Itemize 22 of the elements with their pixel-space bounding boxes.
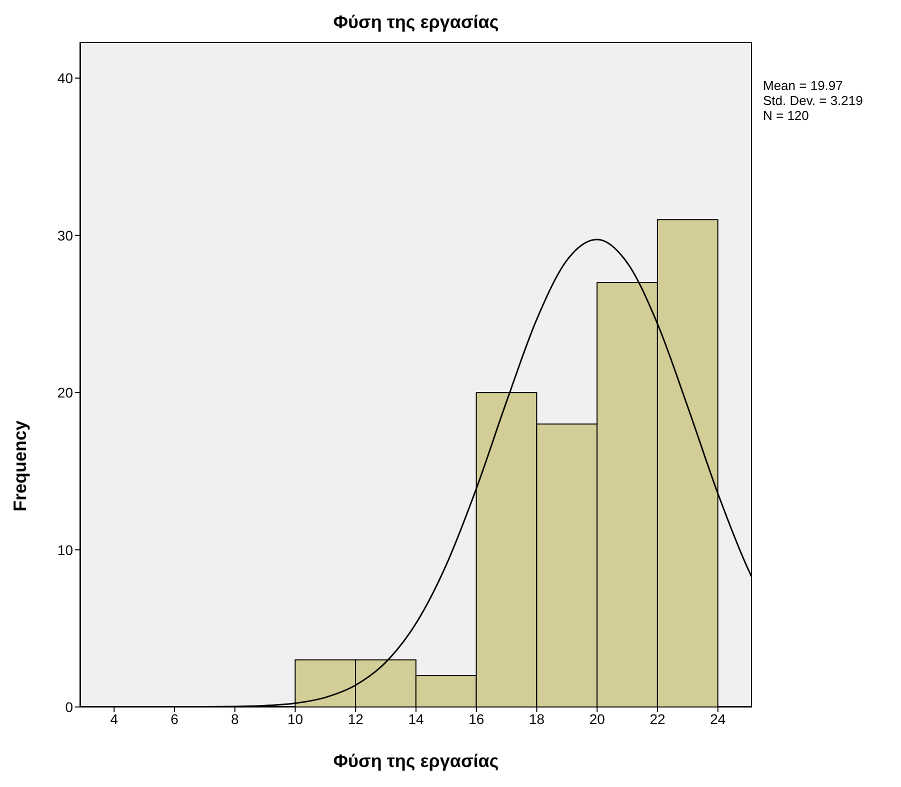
text: N = 120 — [763, 108, 810, 123]
y-tick-label: 10 — [57, 542, 74, 558]
y-tick-label: 0 — [65, 698, 74, 715]
text: Mean = 19.97 — [763, 78, 844, 93]
x-tick-label: 16 — [468, 710, 484, 727]
y-axis-title: Frequency — [10, 420, 31, 512]
x-tick-label: 24 — [710, 710, 726, 727]
x-tick-label: 18 — [528, 710, 545, 727]
x-tick-label: 12 — [348, 710, 364, 727]
x-tick-label: 22 — [650, 710, 666, 727]
chart-title: Φύση της εργασίας — [332, 12, 500, 33]
y-tick-label: 30 — [57, 227, 74, 244]
x-tick-label: 14 — [408, 710, 424, 727]
x-tick-label: 4 — [110, 710, 118, 727]
x-tick-label: 6 — [170, 710, 179, 727]
x-axis-title: Φύση της εργασίας — [332, 751, 500, 772]
text: Std. Dev. = 3.219 — [763, 93, 863, 108]
x-tick-label: 20 — [589, 710, 606, 727]
y-tick-label: 20 — [57, 384, 74, 401]
x-tick-label: 8 — [230, 710, 239, 727]
y-tick-label: 40 — [57, 70, 74, 86]
x-tick-label: 10 — [287, 710, 304, 727]
